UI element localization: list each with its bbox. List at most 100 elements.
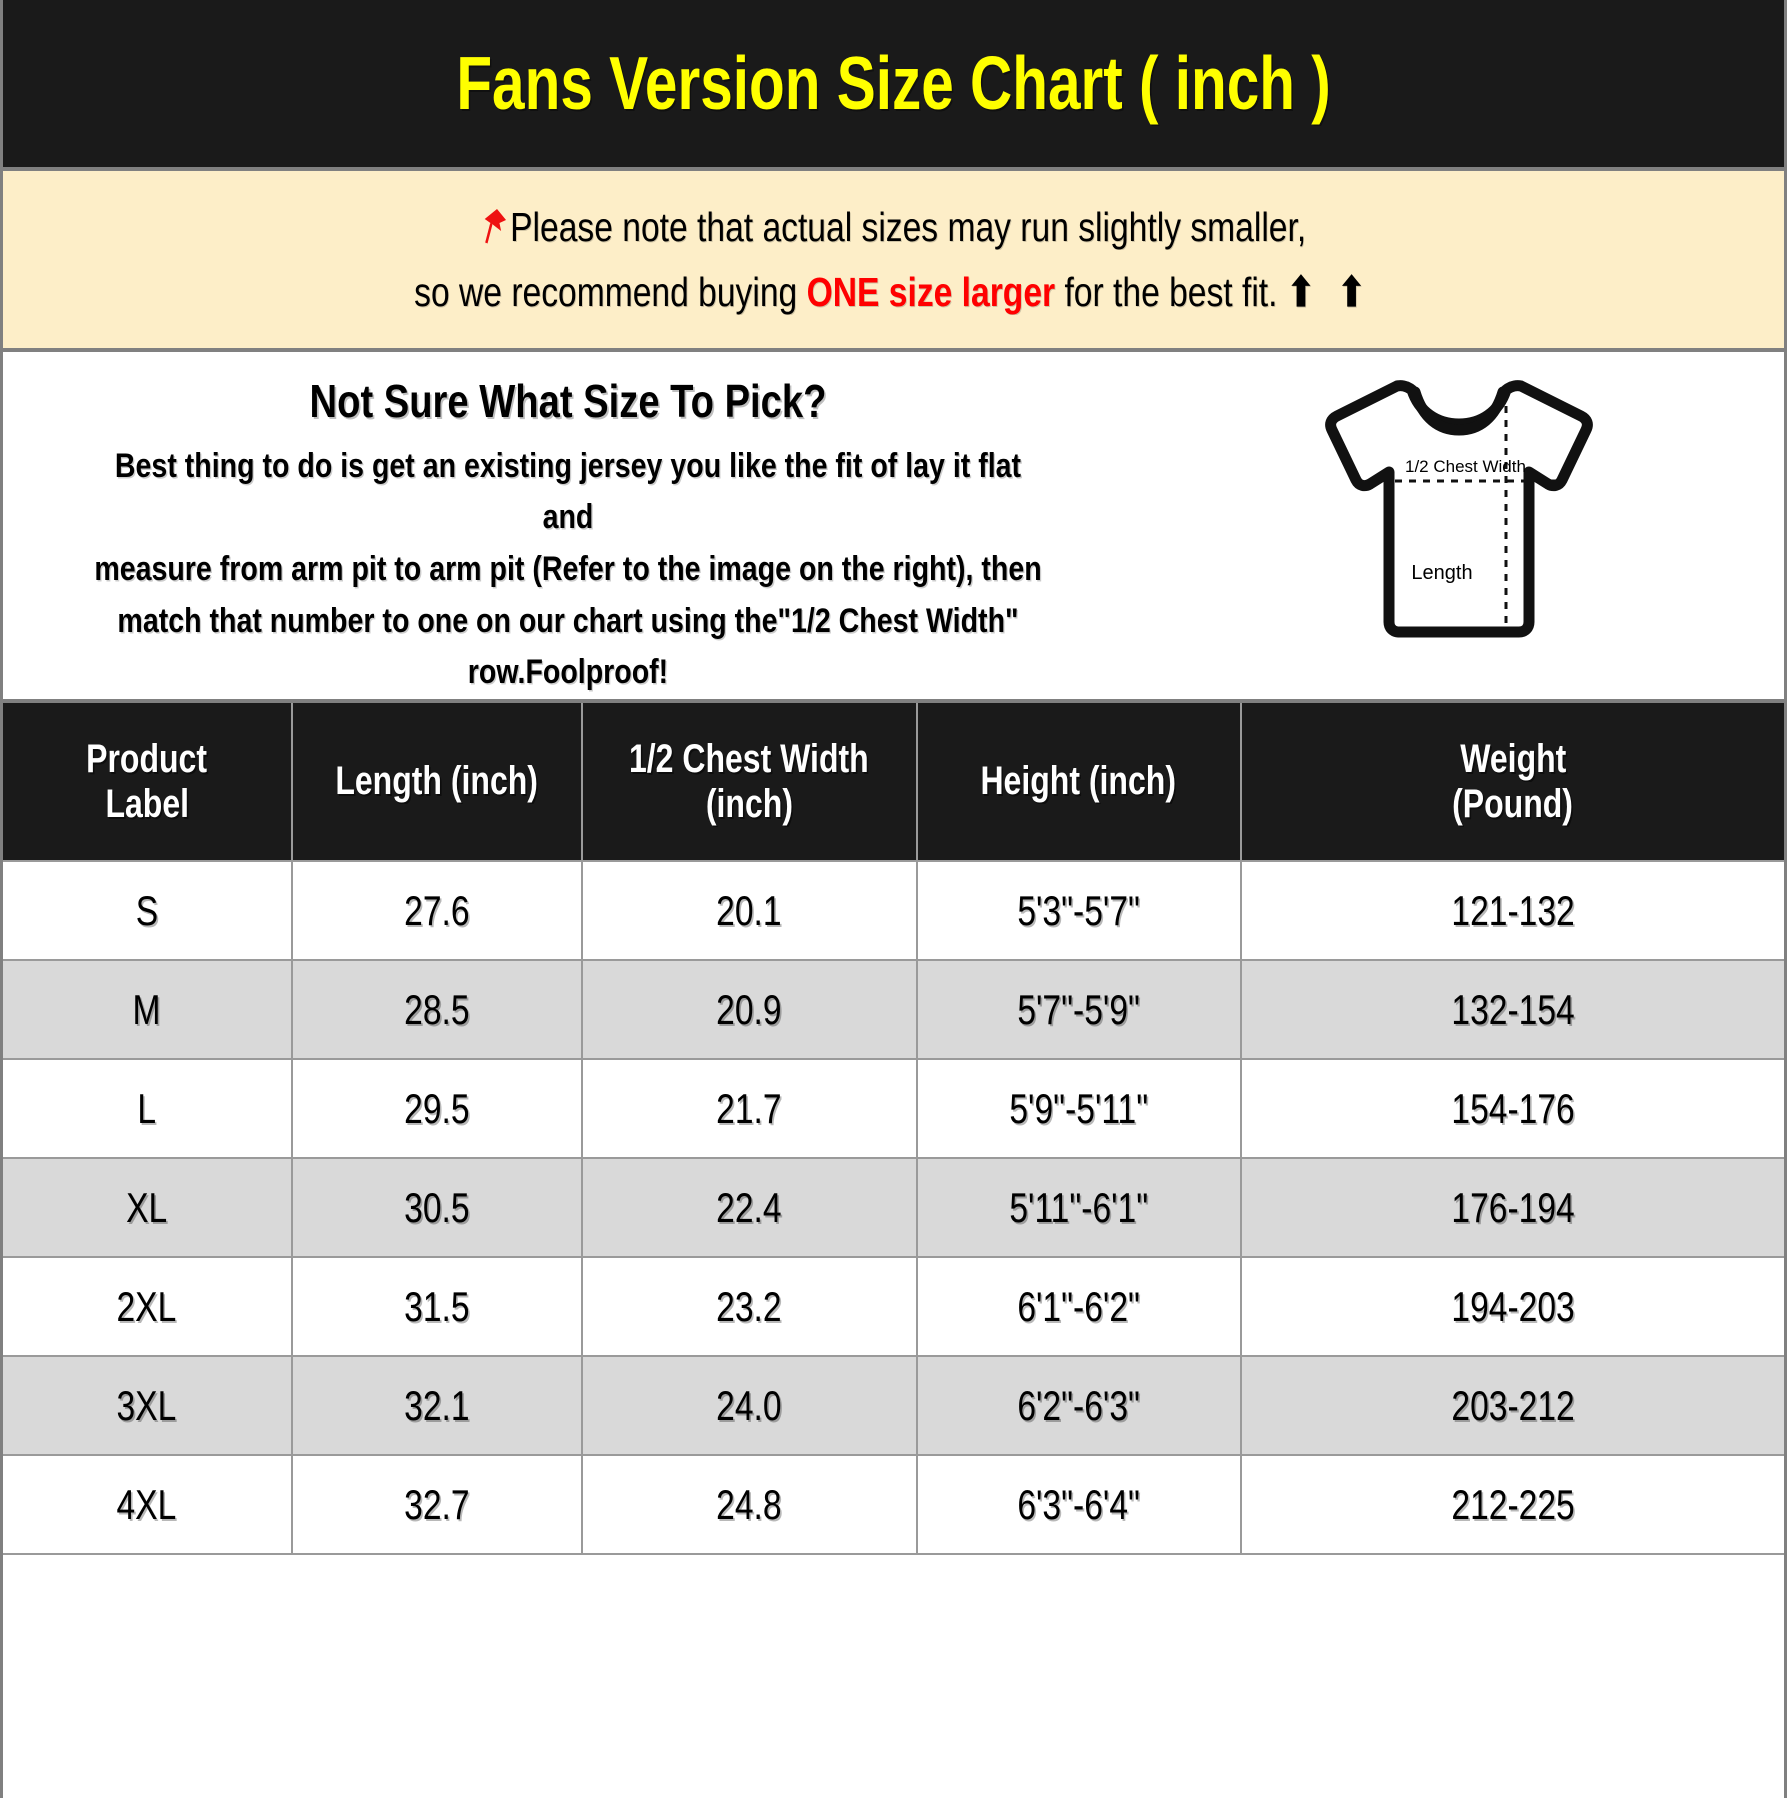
cell-height: 6'1"-6'2"	[915, 1256, 1242, 1357]
cell-text: 194-203	[1451, 1282, 1575, 1330]
cell-text: 24.0	[716, 1381, 782, 1429]
header-line: (Pound)	[1452, 781, 1574, 826]
cell-text: 32.1	[403, 1381, 470, 1429]
cell-height: 5'3"-5'7"	[915, 860, 1242, 961]
cell-text: S	[135, 886, 158, 934]
cell-text: 20.9	[716, 985, 782, 1033]
cell-chest: 20.9	[580, 959, 918, 1060]
table-row: 3XL 32.1 24.0 6'2"-6'3" 203-212	[3, 1355, 1784, 1456]
header-line: (inch)	[705, 781, 793, 826]
note-banner: Please note that actual sizes may run sl…	[3, 167, 1784, 352]
column-header-weight: Weight (Pound)	[1239, 701, 1784, 861]
cell-length: 28.5	[290, 959, 583, 1060]
cell-height: 6'3"-6'4"	[915, 1454, 1242, 1555]
up-arrows-icon: ⬆ ⬆	[1287, 268, 1373, 315]
info-section: Not Sure What Size To Pick? Best thing t…	[3, 352, 1784, 699]
column-header-height: Height (inch)	[915, 701, 1242, 861]
cell-text: XL	[126, 1183, 168, 1231]
cell-chest: 24.0	[580, 1355, 918, 1456]
cell-product-label: 2XL	[3, 1256, 293, 1357]
cell-text: 5'9"-5'11"	[1009, 1084, 1149, 1132]
cell-text: 28.5	[403, 985, 470, 1033]
cell-product-label: 4XL	[3, 1454, 293, 1555]
cell-length: 27.6	[290, 860, 583, 961]
tshirt-icon: 1/2 Chest Width Length	[1324, 380, 1593, 638]
cell-chest: 22.4	[580, 1157, 918, 1258]
cell-text: 29.5	[403, 1084, 470, 1132]
length-label: Length	[1411, 562, 1472, 584]
cell-text: 30.5	[403, 1183, 470, 1231]
cell-weight: 132-154	[1239, 959, 1784, 1060]
info-text-column: Not Sure What Size To Pick? Best thing t…	[3, 352, 1133, 699]
cell-length: 32.1	[290, 1355, 583, 1456]
cell-product-label: L	[3, 1058, 293, 1159]
cell-text: L	[137, 1084, 157, 1132]
cell-text: 31.5	[403, 1282, 470, 1330]
cell-product-label: M	[3, 959, 293, 1060]
cell-weight: 194-203	[1239, 1256, 1784, 1357]
header-line: Label	[104, 781, 189, 826]
cell-text: 32.7	[403, 1480, 470, 1528]
table-row: S 27.6 20.1 5'3"-5'7" 121-132	[3, 860, 1784, 961]
cell-chest: 23.2	[580, 1256, 918, 1357]
table-body: S 27.6 20.1 5'3"-5'7" 121-132 M 28.5 20.…	[3, 860, 1784, 1555]
cell-text: 5'3"-5'7"	[1017, 886, 1140, 934]
cell-text: 6'1"-6'2"	[1017, 1282, 1140, 1330]
cell-text: 6'2"-6'3"	[1017, 1381, 1140, 1429]
cell-product-label: 3XL	[3, 1355, 293, 1456]
header-line: 1/2 Chest Width	[629, 736, 870, 781]
cell-length: 30.5	[290, 1157, 583, 1258]
cell-chest: 24.8	[580, 1454, 918, 1555]
cell-text: M	[132, 985, 161, 1033]
size-chart-table: Product Label Length (inch) 1/2 Chest Wi…	[3, 699, 1784, 1555]
cell-length: 29.5	[290, 1058, 583, 1159]
info-body-line-1: Best thing to do is get an existing jers…	[114, 446, 1022, 537]
cell-text: 176-194	[1451, 1183, 1575, 1231]
cell-chest: 21.7	[580, 1058, 918, 1159]
cell-product-label: XL	[3, 1157, 293, 1258]
cell-text: 6'3"-6'4"	[1017, 1480, 1140, 1528]
info-body-line-2: measure from arm pit to arm pit (Refer t…	[94, 549, 1042, 588]
info-body-line-3: match that number to one on our chart us…	[117, 601, 1019, 640]
cell-text: 203-212	[1451, 1381, 1575, 1429]
table-row: L 29.5 21.7 5'9"-5'11" 154-176	[3, 1058, 1784, 1159]
note-line-1: Please note that actual sizes may run sl…	[481, 198, 1307, 262]
cell-text: 3XL	[116, 1381, 177, 1429]
note-line-2: so we recommend buying ONE size larger f…	[414, 263, 1372, 321]
pushpin-icon	[481, 204, 509, 262]
note-text-2a: so we recommend buying	[414, 268, 807, 315]
cell-length: 31.5	[290, 1256, 583, 1357]
cell-text: 2XL	[116, 1282, 177, 1330]
tshirt-diagram-column: 1/2 Chest Width Length	[1133, 352, 1784, 654]
cell-product-label: S	[3, 860, 293, 961]
cell-height: 5'9"-5'11"	[915, 1058, 1242, 1159]
cell-text: 132-154	[1451, 985, 1575, 1033]
header-line: Product	[86, 736, 208, 781]
info-body-line-4: row.Foolproof!	[467, 653, 669, 692]
cell-text: 27.6	[403, 886, 470, 934]
cell-text: 5'7"-5'9"	[1017, 985, 1140, 1033]
cell-chest: 20.1	[580, 860, 918, 961]
table-header-row: Product Label Length (inch) 1/2 Chest Wi…	[3, 701, 1784, 861]
table-row: M 28.5 20.9 5'7"-5'9" 132-154	[3, 959, 1784, 1060]
table-row: 2XL 31.5 23.2 6'1"-6'2" 194-203	[3, 1256, 1784, 1357]
info-heading: Not Sure What Size To Pick?	[309, 375, 827, 427]
cell-text: 21.7	[716, 1084, 782, 1132]
cell-text: 121-132	[1451, 886, 1575, 934]
cell-text: 154-176	[1451, 1084, 1575, 1132]
cell-weight: 121-132	[1239, 860, 1784, 961]
info-body: Best thing to do is get an existing jers…	[93, 441, 1042, 699]
cell-text: 5'11"-6'1"	[1009, 1183, 1149, 1231]
cell-height: 5'7"-5'9"	[915, 959, 1242, 1060]
table-row: XL 30.5 22.4 5'11"-6'1" 176-194	[3, 1157, 1784, 1258]
chest-width-label: 1/2 Chest Width	[1405, 457, 1526, 476]
note-emphasis: ONE size larger	[806, 268, 1056, 315]
cell-height: 6'2"-6'3"	[915, 1355, 1242, 1456]
cell-text: 212-225	[1451, 1480, 1575, 1528]
header-line: Weight	[1459, 736, 1566, 781]
title-banner: Fans Version Size Chart ( inch )	[3, 0, 1784, 167]
column-header-length: Length (inch)	[290, 701, 583, 861]
cell-text: 20.1	[716, 886, 782, 934]
cell-weight: 176-194	[1239, 1157, 1784, 1258]
